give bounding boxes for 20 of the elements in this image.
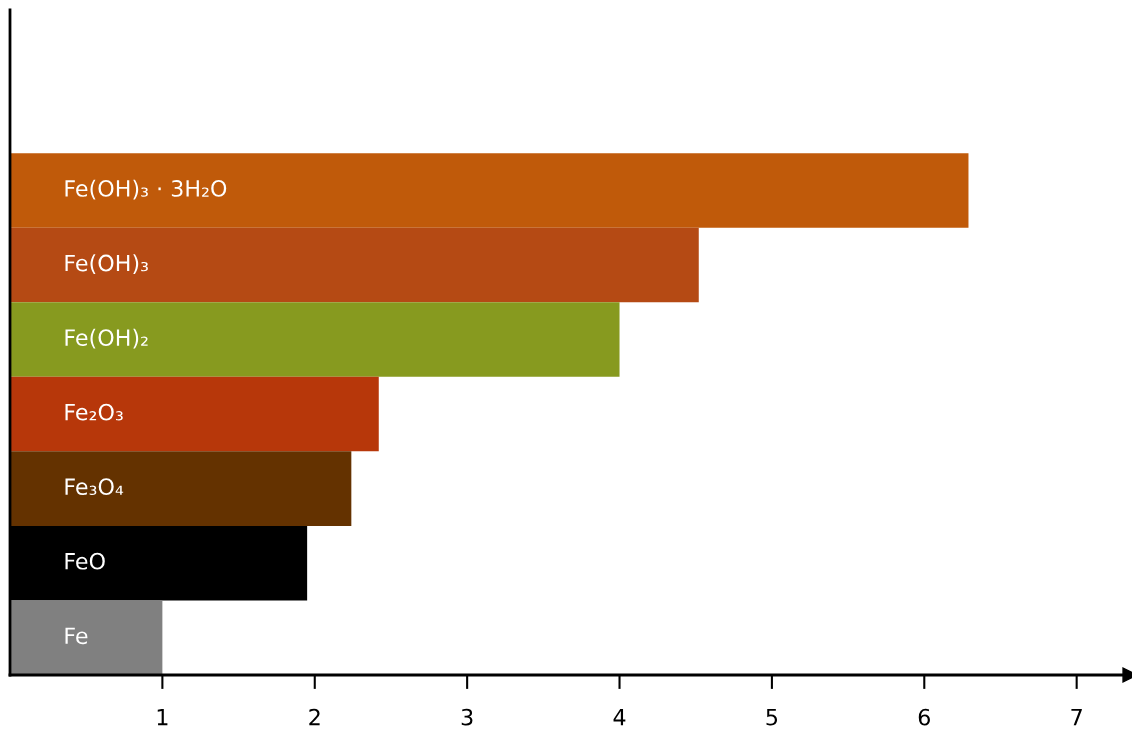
x-tick-label: 6 xyxy=(918,708,930,726)
bar xyxy=(10,153,969,228)
x-tick-label: 7 xyxy=(1071,709,1082,726)
x-tick-label: 1 xyxy=(157,709,168,726)
x-tick-label: 4 xyxy=(613,709,626,726)
y-tick-label: Fe(OH)₃ xyxy=(65,254,148,275)
y-tick-label: Fe₂O₃ xyxy=(65,403,123,421)
x-tick-label: 2 xyxy=(309,708,320,726)
y-tick-label: Fe₃O₄ xyxy=(65,478,124,496)
y-tick-label: FeO xyxy=(65,552,105,570)
bar xyxy=(10,227,699,303)
bar xyxy=(10,302,620,377)
y-tick-label: Fe(OH)₂ xyxy=(65,328,148,349)
x-tick-label: 5 xyxy=(766,709,778,726)
y-tick-label: Fe(OH)₃ · 3H₂O xyxy=(65,179,227,200)
bar xyxy=(10,376,379,452)
y-tick-label: Fe xyxy=(65,627,88,645)
bar xyxy=(10,600,163,675)
x-tick-label: 3 xyxy=(461,708,473,726)
bar xyxy=(10,451,352,526)
